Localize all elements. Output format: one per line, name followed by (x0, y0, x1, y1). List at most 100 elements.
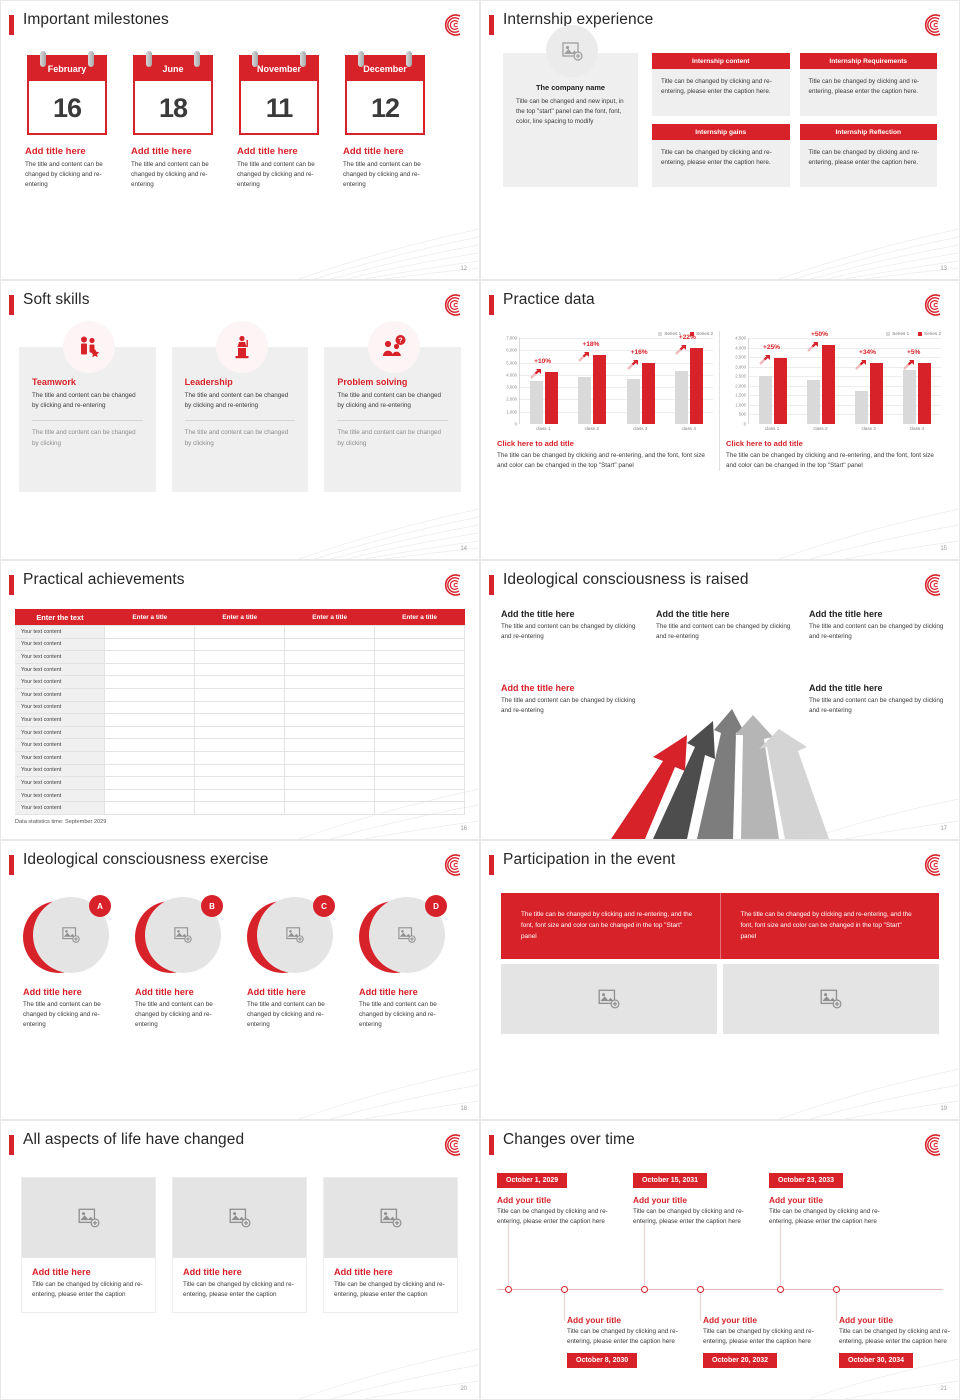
table-cell[interactable] (104, 776, 196, 790)
table-cell[interactable] (374, 700, 465, 715)
company-panel[interactable]: The company name Title can be changed an… (503, 25, 638, 187)
table-column-header[interactable]: Enter a title (194, 609, 285, 626)
table-cell[interactable]: Your text content (15, 725, 106, 740)
table-cell[interactable] (104, 637, 196, 652)
milestone-item[interactable]: November 11 Add title here The title and… (237, 51, 321, 191)
table-cell[interactable] (374, 650, 465, 664)
table-cell[interactable] (374, 725, 465, 740)
table-cell[interactable]: Your text content (15, 650, 106, 664)
table-column-header[interactable]: Enter a title (104, 609, 195, 626)
table-cell[interactable] (374, 763, 465, 778)
table-cell[interactable] (284, 763, 376, 778)
table-cell[interactable] (374, 750, 465, 765)
table-cell[interactable] (284, 650, 376, 664)
image-placeholder-icon[interactable] (22, 1178, 155, 1258)
table-column-header[interactable]: Enter a title (284, 609, 375, 626)
table-row[interactable]: Your text content (15, 788, 465, 803)
table-cell[interactable]: Your text content (15, 750, 106, 765)
table-cell[interactable] (104, 788, 196, 803)
ideological-item[interactable]: Add the title here The title and content… (656, 609, 796, 642)
timeline-item-bottom[interactable]: Add your title Title can be changed by c… (567, 1315, 699, 1369)
table-row[interactable]: Your text content (15, 700, 465, 715)
skill-card-problem-solving[interactable]: ? Problem solving The title and content … (324, 321, 462, 492)
exercise-item[interactable]: A Add title here The title and content c… (23, 895, 119, 1031)
table-cell[interactable]: Your text content (15, 687, 106, 702)
table-cell[interactable]: Your text content (15, 788, 106, 803)
bar-group[interactable]: +22% (674, 334, 703, 424)
timeline-item-top[interactable]: October 15, 2031 Add your title Title ca… (633, 1169, 765, 1227)
table-cell[interactable] (104, 650, 196, 664)
table-cell[interactable] (284, 801, 376, 815)
table-cell[interactable] (374, 687, 465, 702)
table-cell[interactable] (374, 788, 465, 803)
table-column-header[interactable]: Enter a title (374, 609, 465, 626)
table-row[interactable]: Your text content (15, 750, 465, 765)
table-cell[interactable] (284, 725, 376, 740)
table-cell[interactable] (284, 788, 376, 803)
table-cell[interactable] (194, 662, 286, 677)
table-cell[interactable]: Your text content (15, 662, 106, 677)
table-cell[interactable] (194, 675, 286, 689)
table-cell[interactable] (104, 675, 196, 689)
table-cell[interactable] (284, 687, 376, 702)
internship-card[interactable]: Internship content Title can be changed … (652, 53, 790, 116)
table-cell[interactable] (194, 625, 286, 639)
internship-card[interactable]: Internship Reflection Title can be chang… (799, 124, 937, 187)
table-row[interactable]: Your text content (15, 763, 465, 778)
table-cell[interactable] (374, 662, 465, 677)
bar-group[interactable]: +34% (855, 338, 883, 424)
table-cell[interactable] (284, 713, 376, 727)
table-cell[interactable] (374, 738, 465, 752)
ideological-item[interactable]: Add the title here The title and content… (501, 609, 641, 642)
internship-card[interactable]: Internship gains Title can be changed by… (652, 124, 790, 187)
table-cell[interactable] (104, 738, 196, 752)
bar-group[interactable]: +10% (530, 338, 559, 424)
table-cell[interactable] (194, 700, 286, 715)
image-placeholder-icon[interactable] (546, 25, 598, 77)
image-placeholder-icon[interactable] (324, 1178, 457, 1258)
table-row[interactable]: Your text content (15, 801, 465, 815)
milestone-item[interactable]: June 18 Add title here The title and con… (131, 51, 215, 191)
table-row[interactable]: Your text content (15, 625, 465, 639)
table-cell[interactable] (374, 675, 465, 689)
table-cell[interactable] (374, 625, 465, 639)
table-row[interactable]: Your text content (15, 713, 465, 727)
ideological-item[interactable]: Add the title here The title and content… (809, 609, 949, 642)
table-row[interactable]: Your text content (15, 637, 465, 652)
table-cell[interactable]: Your text content (15, 700, 106, 715)
table-cell[interactable] (284, 625, 376, 639)
timeline-item-bottom[interactable]: Add your title Title can be changed by c… (703, 1315, 835, 1369)
table-cell[interactable]: Your text content (15, 801, 106, 815)
timeline-item-top[interactable]: October 1, 2029 Add your title Title can… (497, 1169, 629, 1227)
table-cell[interactable] (284, 738, 376, 752)
bar-group[interactable]: +50% (807, 331, 835, 424)
table-cell[interactable] (284, 750, 376, 765)
bar-group[interactable]: +18% (578, 338, 607, 424)
table-cell[interactable] (374, 801, 465, 815)
table-cell[interactable] (194, 776, 286, 790)
internship-card[interactable]: Internship Requirements Title can be cha… (799, 53, 937, 116)
image-placeholder-icon[interactable] (173, 1178, 306, 1258)
table-row[interactable]: Your text content (15, 650, 465, 664)
milestone-item[interactable]: February 16 Add title here The title and… (25, 51, 109, 191)
table-cell[interactable] (194, 801, 286, 815)
timeline-item-top[interactable]: October 23, 2033 Add your title Title ca… (769, 1169, 901, 1227)
skill-card-teamwork[interactable]: Teamwork The title and content can be ch… (19, 321, 156, 492)
table-cell[interactable]: Your text content (15, 625, 106, 639)
table-cell[interactable] (194, 687, 286, 702)
table-cell[interactable] (284, 776, 376, 790)
table-cell[interactable] (104, 750, 196, 765)
table-row[interactable]: Your text content (15, 675, 465, 689)
life-card[interactable]: Add title here Title can be changed by c… (323, 1177, 458, 1314)
table-cell[interactable] (194, 713, 286, 727)
table-cell[interactable] (284, 662, 376, 677)
table-column-header[interactable]: Enter the text (15, 609, 105, 626)
table-cell[interactable]: Your text content (15, 637, 106, 652)
table-cell[interactable] (104, 662, 196, 677)
table-cell[interactable] (284, 675, 376, 689)
table-cell[interactable] (284, 700, 376, 715)
table-cell[interactable] (284, 637, 376, 652)
table-cell[interactable] (104, 763, 196, 778)
table-cell[interactable] (104, 713, 196, 727)
table-row[interactable]: Your text content (15, 662, 465, 677)
